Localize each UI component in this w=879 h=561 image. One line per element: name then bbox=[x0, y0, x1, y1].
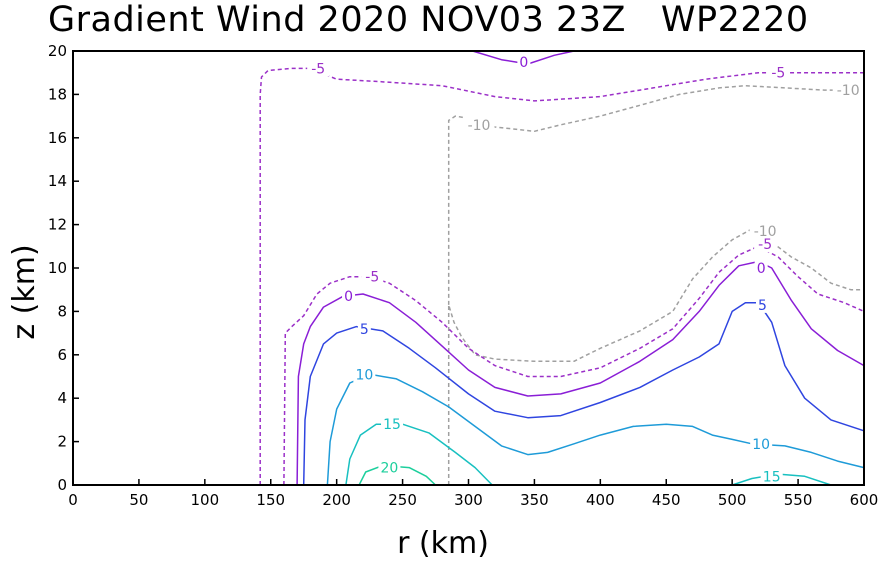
y-axis: 0 2 4 6 8 10 12 14 16 18 20 bbox=[48, 42, 79, 494]
y-tick-label: 4 bbox=[57, 389, 67, 407]
contour-label: 5 bbox=[758, 298, 767, 314]
contour-label-background bbox=[754, 236, 777, 253]
contour-label-background bbox=[832, 82, 864, 99]
x-tick-label: 250 bbox=[388, 491, 417, 509]
contour-label-background bbox=[381, 416, 404, 433]
y-tick-label: 12 bbox=[48, 216, 67, 234]
contour-line bbox=[296, 260, 865, 486]
x-tick-label: 550 bbox=[784, 491, 813, 509]
contour-label-background bbox=[755, 296, 769, 313]
contour-label-background bbox=[767, 64, 790, 81]
x-tick-label: 350 bbox=[520, 491, 549, 509]
contour-line bbox=[345, 423, 493, 486]
contour-label: -10 bbox=[468, 118, 491, 134]
contour-label-background bbox=[357, 320, 371, 337]
contour-label-background bbox=[307, 60, 330, 77]
contour-line bbox=[302, 301, 865, 486]
x-tick-label: 400 bbox=[586, 491, 615, 509]
x-tick-label: 100 bbox=[191, 491, 220, 509]
x-tick-label: 200 bbox=[322, 491, 351, 509]
x-tick-label: 0 bbox=[68, 491, 78, 509]
contour-label-background bbox=[353, 366, 376, 383]
y-tick-label: 0 bbox=[57, 476, 67, 494]
x-axis-label: r (km) bbox=[397, 526, 489, 561]
contour-label: 15 bbox=[383, 417, 401, 433]
contour-line bbox=[447, 84, 864, 305]
contour-label: -5 bbox=[771, 66, 785, 82]
contour-label: 0 bbox=[757, 261, 766, 277]
x-axis: 0 50 100 150 200 250 300 350 400 450 500 550 600 bbox=[68, 479, 878, 509]
x-tick-label: 300 bbox=[454, 491, 483, 509]
contour-line bbox=[447, 228, 864, 485]
y-axis-label: z (km) bbox=[7, 244, 42, 339]
contour-label-background bbox=[754, 260, 768, 276]
contour-label: -5 bbox=[311, 61, 325, 77]
contour-label-background bbox=[361, 268, 384, 285]
contour-label-background bbox=[378, 459, 401, 476]
contour-label-background bbox=[750, 435, 773, 452]
y-tick-label: 18 bbox=[48, 85, 67, 103]
x-tick-label: 500 bbox=[718, 491, 747, 509]
contour-label: 0 bbox=[344, 289, 353, 305]
contour-label-background bbox=[517, 53, 531, 70]
y-tick-label: 20 bbox=[48, 42, 67, 60]
contour-label-background bbox=[760, 468, 783, 485]
contour-label-background bbox=[463, 116, 495, 133]
contour-line bbox=[283, 245, 865, 486]
x-tick-label: 450 bbox=[652, 491, 681, 509]
contour-label: 15 bbox=[763, 469, 781, 485]
y-tick-label: 2 bbox=[57, 433, 67, 451]
contour-label: 5 bbox=[360, 322, 369, 338]
y-tick-label: 14 bbox=[48, 172, 67, 190]
contour-line bbox=[259, 67, 864, 485]
contour-label: 20 bbox=[380, 461, 398, 477]
contour-label: 10 bbox=[752, 437, 770, 453]
contour-label-background bbox=[342, 288, 356, 305]
x-tick-label: 600 bbox=[850, 491, 879, 509]
y-tick-label: 10 bbox=[48, 259, 67, 277]
contour-label: 10 bbox=[355, 367, 373, 383]
y-tick-label: 6 bbox=[57, 346, 67, 364]
y-tick-label: 8 bbox=[57, 302, 67, 320]
contour-label: -10 bbox=[754, 224, 777, 240]
contour-label: -5 bbox=[365, 270, 379, 286]
y-tick-label: 16 bbox=[48, 129, 67, 147]
contour-label-background bbox=[749, 223, 781, 240]
x-tick-label: 150 bbox=[256, 491, 285, 509]
chart-title: Gradient Wind 2020 NOV03 23Z WP2220 bbox=[48, 0, 809, 40]
contour-line bbox=[326, 373, 865, 486]
plot-frame bbox=[72, 50, 865, 486]
contour-label: 0 bbox=[519, 55, 528, 71]
contour-label: -10 bbox=[837, 83, 860, 99]
x-tick-label: 50 bbox=[129, 491, 148, 509]
contour-label: -5 bbox=[758, 237, 772, 253]
